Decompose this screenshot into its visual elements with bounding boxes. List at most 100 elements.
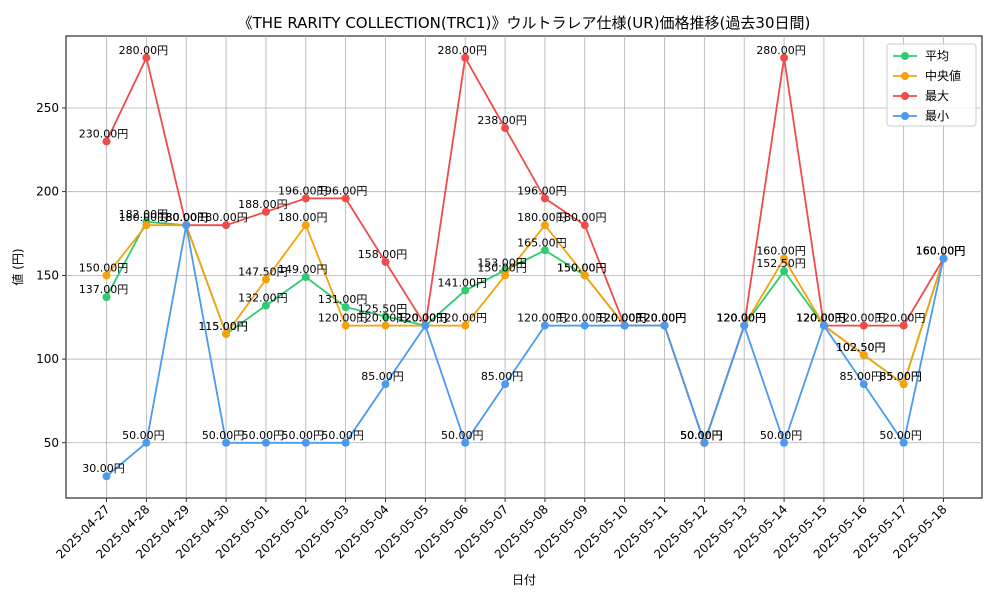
data-point	[461, 53, 470, 62]
data-point	[780, 267, 789, 276]
data-point	[301, 438, 310, 447]
data-point	[501, 271, 510, 280]
data-label: 120.00円	[597, 312, 647, 325]
data-label: 120.00円	[597, 312, 647, 325]
data-label: 150.00円	[557, 261, 607, 274]
data-label: 160.00円	[756, 245, 806, 258]
data-point	[620, 321, 629, 330]
data-label: 141.00円	[437, 276, 487, 289]
y-tick-label: 50	[44, 436, 59, 450]
data-label: 120.00円	[437, 312, 487, 325]
data-label: 85.00円	[879, 370, 922, 383]
data-label: 196.00円	[318, 184, 368, 197]
legend-swatch-marker	[901, 72, 909, 80]
data-label: 50.00円	[441, 429, 484, 442]
data-label: 137.00円	[79, 283, 129, 296]
data-point	[301, 221, 310, 230]
data-label: 120.00円	[358, 312, 408, 325]
data-label: 160.00円	[916, 245, 966, 258]
data-label: 120.00円	[796, 312, 846, 325]
legend-entry: 中央値	[925, 68, 961, 83]
chart-title: 《THE RARITY COLLECTION(TRC1)》ウルトラレア仕様(UR…	[238, 14, 811, 32]
data-label: 120.00円	[597, 312, 647, 325]
series-line-2	[105, 55, 945, 446]
data-point	[102, 271, 111, 280]
data-label: 147.50円	[238, 266, 288, 279]
data-label: 131.00円	[318, 293, 368, 306]
data-point	[540, 221, 549, 230]
data-label: 50.00円	[321, 429, 364, 442]
data-label: 150.00円	[79, 261, 129, 274]
data-label: 50.00円	[680, 429, 723, 442]
data-label: 85.00円	[879, 370, 922, 383]
data-label: 120.00円	[637, 312, 687, 325]
data-label: 50.00円	[879, 429, 922, 442]
data-point	[859, 321, 868, 330]
data-label: 120.00円	[796, 312, 846, 325]
data-label: 180.00円	[557, 211, 607, 224]
data-point	[381, 321, 390, 330]
legend-swatch-marker	[901, 112, 909, 120]
data-label: 120.00円	[398, 312, 448, 325]
data-label: 280.00円	[756, 44, 806, 57]
data-point	[501, 380, 510, 389]
data-label: 120.00円	[716, 312, 766, 325]
data-label: 158.00円	[358, 248, 408, 261]
data-point	[142, 221, 151, 230]
series-line-0	[105, 220, 945, 446]
data-label: 120.00円	[637, 312, 687, 325]
data-point	[580, 221, 589, 230]
data-point	[780, 53, 789, 62]
data-label: 102.50円	[836, 341, 886, 354]
data-label: 120.00円	[716, 312, 766, 325]
data-point	[102, 137, 111, 146]
data-point	[421, 321, 430, 330]
data-point	[102, 293, 111, 302]
data-point	[859, 380, 868, 389]
data-label: 50.00円	[202, 429, 245, 442]
data-label: 50.00円	[680, 429, 723, 442]
data-point	[461, 438, 470, 447]
data-label: 180.00円	[198, 211, 248, 224]
data-label: 120.00円	[796, 312, 846, 325]
legend-entry: 平均	[925, 49, 949, 63]
data-label: 238.00円	[477, 114, 527, 127]
data-label: 120.00円	[637, 312, 687, 325]
data-label: 132.00円	[238, 292, 288, 305]
data-label: 120.00円	[398, 312, 448, 325]
data-point	[182, 221, 191, 230]
data-label: 160.00円	[916, 245, 966, 258]
data-label: 30.00円	[82, 462, 125, 475]
data-point	[899, 380, 908, 389]
data-point	[341, 194, 350, 203]
data-label: 120.00円	[716, 312, 766, 325]
data-label: 180.00円	[158, 211, 208, 224]
data-label: 150.00円	[557, 261, 607, 274]
data-label: 50.00円	[680, 429, 723, 442]
data-label: 196.00円	[278, 184, 328, 197]
data-point	[540, 321, 549, 330]
data-point	[142, 438, 151, 447]
data-point	[222, 438, 231, 447]
y-tick-label: 100	[36, 352, 59, 366]
y-tick-label: 150	[36, 268, 59, 282]
data-point	[780, 254, 789, 263]
data-point	[501, 124, 510, 133]
legend-swatch-marker	[901, 92, 909, 100]
data-point	[142, 53, 151, 62]
data-label: 85.00円	[840, 370, 883, 383]
y-axis-label: 値 (円)	[10, 248, 25, 285]
data-label: 120.00円	[398, 312, 448, 325]
data-point	[461, 321, 470, 330]
data-point	[222, 221, 231, 230]
plot-area	[65, 35, 983, 499]
data-label: 196.00円	[517, 184, 567, 197]
series-line-1	[105, 223, 945, 446]
data-label: 160.00円	[916, 245, 966, 258]
x-axis-label: 日付	[512, 573, 536, 587]
data-point	[301, 273, 310, 282]
data-point	[819, 321, 828, 330]
data-label: 50.00円	[680, 429, 723, 442]
